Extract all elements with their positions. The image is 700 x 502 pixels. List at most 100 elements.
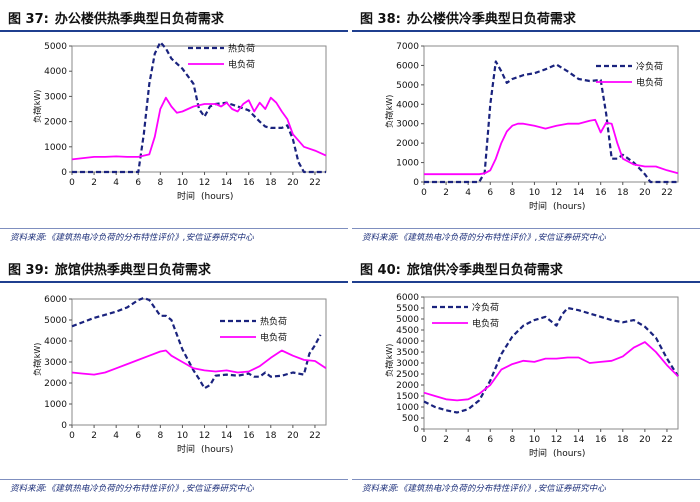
y-axis-label: 负荷	[32, 360, 42, 376]
x-tick-label: 18	[617, 188, 629, 198]
source-note: 资料来源:《建筑热电冷负荷的分布特性评价》,安信证券研究中心	[10, 233, 254, 243]
y-tick-label: 3000	[396, 120, 419, 130]
series-line-0	[423, 306, 679, 414]
x-tick-label: 0	[421, 188, 427, 198]
x-tick-label: 22	[309, 178, 320, 188]
legend-label-0: 热负荷	[260, 316, 287, 328]
x-axis-label: 时间	[177, 190, 195, 202]
y-tick-label: 3000	[44, 358, 67, 368]
series-line-0	[72, 41, 326, 174]
y-tick-label: 3000	[44, 92, 67, 102]
x-tick-label: 2	[91, 178, 97, 188]
chart-title: 图 39: 旅馆供热季典型日负荷需求	[8, 263, 211, 278]
chart-title: 图 38: 办公楼供冷季典型日负荷需求	[360, 12, 576, 27]
x-tick-label: 6	[135, 431, 141, 441]
x-tick-label: 22	[309, 431, 320, 441]
plot-frame	[71, 298, 327, 426]
y-tick-label: 0	[413, 178, 419, 188]
series-line-1	[71, 96, 327, 161]
legend-label-0: 热负荷	[228, 43, 255, 55]
y-tick-label: 4000	[396, 100, 419, 110]
y-tick-label: 2000	[396, 381, 419, 391]
x-tick-label: 8	[509, 188, 515, 198]
y-tick-label: 2000	[44, 379, 67, 389]
x-tick-label: 12	[551, 435, 562, 445]
x-tick-label: 2	[91, 431, 97, 441]
y-tick-label: 5000	[396, 315, 419, 325]
y-tick-label: 6000	[396, 61, 419, 71]
chart-title: 图 40: 旅馆供冷季典型日负荷需求	[360, 263, 563, 278]
y-tick-label: 1000	[44, 400, 67, 410]
x-tick-label: 18	[617, 435, 629, 445]
x-axis-label: 时间	[529, 200, 547, 212]
y-tick-label: 0	[61, 168, 67, 178]
plot-frame	[71, 45, 327, 173]
x-tick-label: 12	[199, 431, 210, 441]
y-axis-label: 负荷	[384, 112, 394, 128]
series-line-0	[424, 60, 678, 184]
chart-38: 0 1000 2000 3000 4000 5000 6000 7000 0 2 4 6 8 10 12 14…	[384, 42, 679, 212]
title-rule	[352, 30, 700, 32]
y-tick-label: 1000	[396, 159, 419, 169]
plot-frame	[423, 296, 679, 430]
plot-frame	[423, 45, 679, 183]
y-tick-label: 4000	[44, 67, 67, 77]
x-tick-label: 10	[177, 178, 189, 188]
y-tick-label: 5000	[44, 42, 67, 52]
chart-40: 0500100015002000250030003500400045005000…	[384, 293, 679, 459]
y-tick-label: 6000	[396, 293, 419, 303]
y-tick-label: 5500	[396, 304, 419, 314]
source-note: 资料来源:《建筑热电冷负荷的分布特性评价》,安信证券研究中心	[362, 484, 606, 494]
x-tick-label: 20	[639, 188, 651, 198]
x-tick-label: 16	[243, 431, 255, 441]
series-line-1	[71, 349, 327, 376]
x-tick-label: 4	[113, 431, 119, 441]
x-tick-label: 22	[661, 435, 672, 445]
x-tick-label: 10	[177, 431, 189, 441]
legend-label-1: 电负荷	[636, 77, 663, 89]
x-tick-label: 2	[443, 435, 449, 445]
legend-label-1: 电负荷	[228, 59, 255, 71]
x-tick-label: 4	[465, 188, 471, 198]
x-tick-label: 4	[113, 178, 119, 188]
y-axis-label: 负荷	[32, 107, 42, 123]
y-axis-label: 负荷	[384, 361, 394, 377]
title-rule	[352, 281, 700, 283]
x-tick-label: 14	[573, 435, 585, 445]
legend-label-0: 冷负荷	[636, 61, 663, 73]
source-rule	[352, 228, 700, 229]
chart-panel-38: 图 38: 办公楼供冷季典型日负荷需求 0 1000 2000 3000 4000 5000…	[352, 0, 700, 251]
y-tick-label: 3500	[396, 348, 419, 358]
x-tick-label: 14	[573, 188, 585, 198]
x-tick-label: 20	[639, 435, 651, 445]
x-axis-unit: (hours)	[553, 202, 585, 212]
x-tick-label: 14	[221, 178, 233, 188]
y-axis-unit: (kW)	[33, 90, 42, 109]
y-tick-label: 6000	[44, 295, 67, 305]
y-tick-label: 1500	[396, 392, 419, 402]
x-tick-label: 8	[157, 431, 163, 441]
x-tick-label: 20	[287, 431, 299, 441]
y-tick-label: 4500	[396, 326, 419, 336]
y-tick-label: 500	[402, 414, 419, 424]
x-tick-label: 0	[69, 178, 75, 188]
x-tick-label: 16	[595, 188, 607, 198]
source-rule	[0, 228, 348, 229]
x-axis-unit: (hours)	[201, 192, 233, 202]
series-line-1	[423, 341, 679, 402]
y-tick-label: 0	[413, 425, 419, 435]
y-tick-label: 5000	[44, 316, 67, 326]
series-line-1	[424, 118, 679, 176]
y-tick-label: 4000	[396, 337, 419, 347]
x-tick-label: 0	[421, 435, 427, 445]
y-tick-label: 2500	[396, 370, 419, 380]
title-rule	[0, 30, 348, 32]
legend-label-1: 电负荷	[260, 332, 287, 344]
chart-title: 图 37: 办公楼供热季典型日负荷需求	[8, 12, 224, 27]
x-tick-label: 20	[287, 178, 299, 188]
x-axis-label: 时间	[177, 443, 195, 455]
x-axis-label: 时间	[529, 447, 547, 459]
x-tick-label: 16	[243, 178, 255, 188]
x-tick-label: 6	[135, 178, 141, 188]
x-tick-label: 6	[487, 188, 493, 198]
